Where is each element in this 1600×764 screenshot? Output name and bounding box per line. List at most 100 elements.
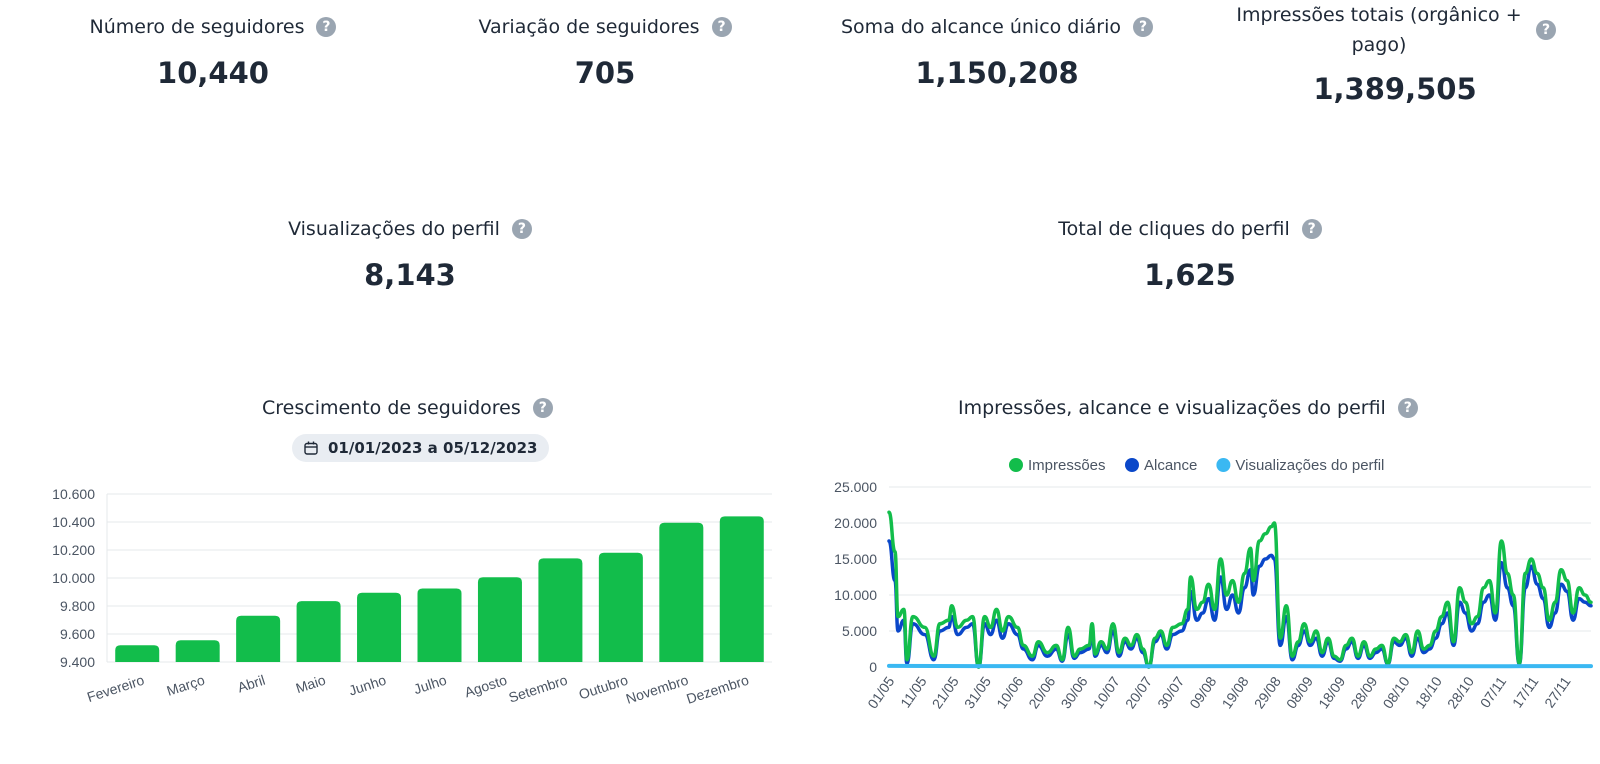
y-tick-label: 0 [869,659,877,675]
legend-label: Visualizações do perfil [1235,457,1384,474]
kpi-title: Soma do alcance único diário [841,16,1121,38]
x-tick-label: 20/07 [1122,673,1155,711]
x-tick-label: 31/05 [961,673,994,711]
y-tick-label: 9.400 [60,654,95,670]
bar [538,558,583,662]
x-tick-label: Setembro [507,672,570,706]
x-tick-label: 10/07 [1090,673,1123,711]
date-range-pill[interactable]: 01/01/2023 a 05/12/2023 [292,434,550,462]
help-icon[interactable]: ? [316,17,337,37]
x-tick-label: 28/10 [1444,673,1477,711]
bar [236,615,281,662]
bar-chart-title: Crescimento de seguidores ? [262,397,553,419]
legend-item: Alcance [1125,457,1197,474]
chart-title-text: Impressões, alcance e visualizações do p… [958,397,1386,419]
x-tick-label: Outubro [577,672,630,703]
kpi-title: Visualizações do perfil [288,218,500,240]
y-tick-label: 5.000 [842,623,877,639]
y-tick-label: 25.000 [834,479,877,495]
bar [598,552,643,662]
series-line [887,510,1593,669]
x-tick-label: 01/05 [864,673,897,711]
kpi-profile-clicks: Total de cliques do perfil ? 1,625 [990,214,1390,292]
help-icon[interactable]: ? [511,219,532,239]
calendar-icon [304,441,318,455]
x-tick-label: Maio [294,672,328,697]
y-tick-label: 10.600 [52,486,95,502]
kpi-followers: Número de seguidores ? 10,440 [28,12,398,90]
series-line [887,539,1593,669]
x-tick-label: 10/06 [993,673,1026,711]
kpi-value: 705 [574,56,636,90]
bar [719,516,764,662]
help-icon[interactable]: ? [1133,17,1153,37]
kpi-value: 10,440 [157,56,269,90]
x-tick-label: 18/09 [1315,673,1348,711]
x-tick-label: 21/05 [929,673,962,711]
y-tick-label: 10.000 [834,587,877,603]
legend-swatch [1216,458,1231,472]
kpi-title: Número de seguidores [89,16,305,38]
y-tick-label: 10.000 [52,570,95,586]
x-tick-label: 08/10 [1379,673,1412,711]
legend-item: Visualizações do perfil [1216,457,1384,474]
kpi-total-impressions: Impressões totais (orgânico + pago) ? 1,… [1210,0,1580,106]
help-icon[interactable]: ? [532,398,553,418]
chart-title-text: Crescimento de seguidores [262,397,521,419]
bar [115,645,160,662]
help-icon[interactable]: ? [1301,219,1322,239]
x-tick-label: 29/08 [1251,673,1284,711]
date-range-text: 01/01/2023 a 05/12/2023 [328,439,538,457]
x-tick-label: 20/06 [1025,673,1058,711]
x-tick-label: 28/09 [1347,673,1380,711]
y-tick-label: 10.400 [52,514,95,530]
bar [659,522,704,662]
x-tick-label: Novembro [624,672,691,707]
x-tick-label: Março [165,672,207,699]
bar [477,577,522,662]
x-tick-label: Agosto [462,672,509,701]
x-tick-label: Junho [347,672,388,699]
x-tick-label: 30/06 [1057,673,1090,711]
help-icon[interactable]: ? [1536,20,1556,40]
y-tick-label: 20.000 [834,515,877,531]
y-tick-label: 9.600 [60,626,95,642]
kpi-daily-reach-sum: Soma do alcance único diário ? 1,150,208 [812,12,1182,90]
x-tick-label: 17/11 [1509,673,1542,710]
y-tick-label: 9.800 [60,598,95,614]
legend-item: Impressões [1009,457,1106,474]
help-icon[interactable]: ? [1397,398,1418,418]
x-tick-label: 07/11 [1477,673,1510,710]
x-tick-label: Abril [235,672,267,696]
legend-swatch [1125,458,1139,472]
x-tick-label: Julho [412,672,449,698]
y-tick-label: 15.000 [834,551,877,567]
bar [175,640,220,662]
impressions-line-chart: Impressões Alcance Visualizações do perfil… [834,457,1593,711]
bar [296,601,341,662]
legend-swatch [1009,458,1023,472]
x-tick-label: 08/09 [1283,673,1316,711]
x-tick-label: 27/11 [1541,673,1574,710]
kpi-value: 1,625 [1144,258,1236,292]
kpi-title: Impressões totais (orgânico + pago) [1236,4,1522,56]
x-tick-label: Fevereiro [85,672,146,706]
kpi-title: Variação de seguidores [478,16,700,38]
x-tick-label: 19/08 [1218,673,1251,711]
line-chart-title: Impressões, alcance e visualizações do p… [958,397,1418,419]
help-icon[interactable]: ? [711,17,732,37]
y-tick-label: 10.200 [52,542,95,558]
x-tick-label: 11/05 [897,673,930,710]
bar [357,592,402,662]
legend-label: Alcance [1144,457,1197,474]
kpi-value: 8,143 [364,258,456,292]
kpi-followers-variation: Variação de seguidores ? 705 [420,12,790,90]
bar [417,588,462,662]
x-tick-label: 18/10 [1412,673,1445,711]
kpi-value: 1,150,208 [915,56,1079,90]
legend-label: Impressões [1028,457,1106,474]
x-tick-label: 30/07 [1154,673,1187,711]
kpi-title: Total de cliques do perfil [1058,218,1290,240]
x-tick-label: Dezembro [684,672,751,707]
kpi-profile-views: Visualizações do perfil ? 8,143 [210,214,610,292]
